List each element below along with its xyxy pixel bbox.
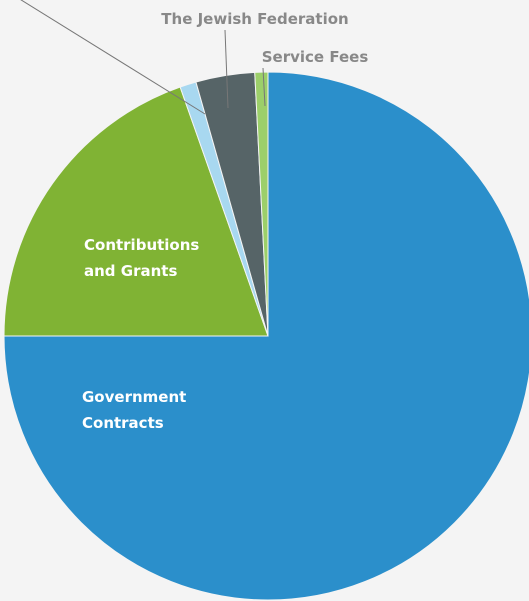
slice-label-line: Government <box>82 388 186 406</box>
slice-label-line: and Grants <box>84 262 177 280</box>
slice-label-line: Contributions <box>84 236 199 254</box>
slice-label-line: The Jewish Federation <box>161 10 348 28</box>
slice-label-government-contracts: Government Contracts <box>82 388 186 432</box>
slice-label-service-fees: Service Fees <box>262 48 369 66</box>
leader-lines-layer <box>20 0 266 115</box>
slice-label-line: Contracts <box>82 414 164 432</box>
slice-label-contributions-and-grants: Contributions and Grants <box>84 236 199 280</box>
labels-layer: Government Contracts Contributions and Gran… <box>82 10 368 432</box>
leader-line-service-fees <box>262 67 266 107</box>
slice-label-the-jewish-federation: The Jewish Federation <box>161 10 348 28</box>
pie-slice-service-fees <box>254 71 269 337</box>
leader-line-the-jewish-federation <box>224 29 229 109</box>
slices-layer <box>3 71 529 601</box>
leader-line-offscreen-label <box>20 0 206 115</box>
slice-label-line: Service Fees <box>262 48 369 66</box>
pie-slice-government-contracts <box>3 71 529 601</box>
